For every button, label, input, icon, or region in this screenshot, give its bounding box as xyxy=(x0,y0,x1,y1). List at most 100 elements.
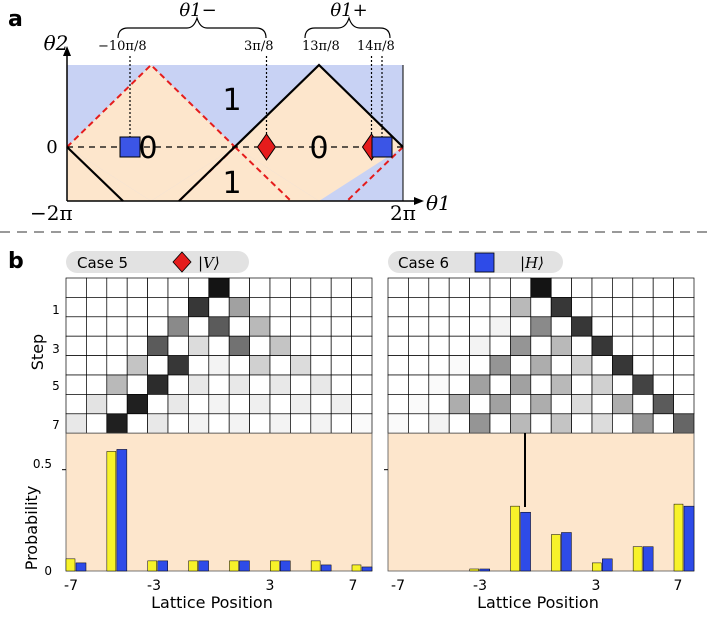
case-5-bar-theory xyxy=(188,560,198,572)
case-6-grid-cell xyxy=(550,355,572,376)
case-6-grid-cell xyxy=(571,316,593,337)
case-5-grid-cell xyxy=(167,413,189,434)
case-5-grid-cell xyxy=(269,413,291,434)
case-6-grid-cell xyxy=(428,374,450,395)
case-6-grid-cell xyxy=(652,335,674,356)
case-6-grid-cell xyxy=(632,277,654,298)
case-6-grid-cell xyxy=(489,374,511,395)
case-5-grid-cell xyxy=(249,297,271,318)
case-6-grid-cell xyxy=(612,316,634,337)
case-6-grid-cell xyxy=(571,297,593,318)
case-5-grid-cell xyxy=(269,355,291,376)
case-5-grid-cell xyxy=(208,394,230,415)
case-5-grid-cell xyxy=(147,335,169,356)
case-5-bar-experiment xyxy=(280,560,291,572)
case-5-grid-cell xyxy=(126,277,148,298)
case-6-grid-cell xyxy=(387,394,409,415)
case-6-panel xyxy=(384,277,695,572)
case-5-grid-cell xyxy=(290,374,312,395)
case-6-grid-cell xyxy=(469,413,491,434)
case-5-grid-cell xyxy=(351,394,373,415)
case-6-grid-cell xyxy=(469,394,491,415)
case-6-grid-cell xyxy=(550,394,572,415)
case-6-grid-cell xyxy=(632,413,654,434)
case-6-grid-cell xyxy=(550,374,572,395)
case-5-bar-experiment xyxy=(157,560,168,572)
case-5-title-pill xyxy=(66,251,249,273)
case-6-xtick-m7: -7 xyxy=(391,578,405,594)
case-5-grid-cell xyxy=(86,355,108,376)
case-5-grid-cell xyxy=(147,316,169,337)
case-6-grid-cell xyxy=(408,297,430,318)
case-5-xtick-m3: -3 xyxy=(147,578,161,594)
step-axis-label: Step xyxy=(28,334,47,370)
region-label-right: 0 xyxy=(309,131,328,166)
case-6-grid-cell xyxy=(448,316,470,337)
case-5-bar-experiment xyxy=(75,562,87,572)
case-5-grid-cell xyxy=(147,297,169,318)
case-6-bar-theory xyxy=(469,568,479,572)
case-5-bar-theory xyxy=(147,560,157,572)
case-5-grid-cell xyxy=(290,297,312,318)
y-axis-label: θ2 xyxy=(44,31,69,55)
case-5-grid-cell xyxy=(310,413,332,434)
case-6-grid-cell xyxy=(530,413,552,434)
case-5-grid-cell xyxy=(65,374,87,395)
case-5-grid-cell xyxy=(167,335,189,356)
square-marker-0 xyxy=(119,136,141,158)
case-5-grid-cell xyxy=(228,316,250,337)
case-5-grid-cell xyxy=(351,374,373,395)
case-6-grid-cell xyxy=(652,374,674,395)
case-5-grid-cell xyxy=(330,355,352,376)
case-6-grid-cell xyxy=(408,355,430,376)
case-5-grid-cell xyxy=(351,413,373,434)
case-5-grid-cell xyxy=(106,335,128,356)
region-label-lower: 1 xyxy=(222,166,241,201)
case-6-grid-cell xyxy=(550,297,572,318)
x-axis-arrow-icon xyxy=(414,197,424,205)
case-6-grid-cell xyxy=(448,413,470,434)
diamond-marker-1 xyxy=(256,133,277,161)
case-5-grid-cell xyxy=(86,394,108,415)
case-6-grid-cell xyxy=(673,374,695,395)
case-6-grid-cell xyxy=(673,297,695,318)
case-6-grid-cell xyxy=(571,413,593,434)
case-6-grid-cell xyxy=(428,297,450,318)
case-6-grid-cell xyxy=(510,413,532,434)
case-6-grid-cell xyxy=(591,335,613,356)
case-5-grid-cell xyxy=(126,297,148,318)
case-5-grid-cell xyxy=(290,277,312,298)
case-6-grid-cell xyxy=(571,335,593,356)
case-5-grid-cell xyxy=(249,374,271,395)
panel-b-label: b xyxy=(8,249,24,274)
case-6-grid-cell xyxy=(428,335,450,356)
case-5-grid-cell xyxy=(351,355,373,376)
case-6-grid-cell xyxy=(673,277,695,298)
case-6-bar-theory xyxy=(551,534,561,572)
case-6-grid-cell xyxy=(510,335,532,356)
case-6-grid-cell xyxy=(408,316,430,337)
black-solid-boundary xyxy=(66,63,404,202)
case-6-grid-cell xyxy=(428,413,450,434)
case-6-grid-cell xyxy=(632,316,654,337)
case-5-grid-cell xyxy=(249,335,271,356)
case-5-grid-cell xyxy=(188,335,210,356)
case-6-grid-cell xyxy=(673,394,695,415)
case-5-grid-cell xyxy=(147,413,169,434)
step-tick-3: 3 xyxy=(52,342,60,356)
case-5-grid-cell xyxy=(188,277,210,298)
case-5-grid-cell xyxy=(351,316,373,337)
case-6-bar-experiment xyxy=(520,511,531,572)
case-5-grid-cell xyxy=(65,297,87,318)
case-6-grid-cell xyxy=(489,277,511,298)
case-5-grid-cell xyxy=(310,316,332,337)
case-5-grid-cell xyxy=(269,316,291,337)
case-5-bar-experiment xyxy=(198,560,209,572)
case-5-grid-cell xyxy=(86,297,108,318)
region-label-upper: 1 xyxy=(222,83,241,118)
brace-right-label: θ1+ xyxy=(330,0,367,21)
case-6-grid-cell xyxy=(612,355,634,376)
case-6-xlabel: Lattice Position xyxy=(477,593,599,612)
case-5-grid-cell xyxy=(167,355,189,376)
